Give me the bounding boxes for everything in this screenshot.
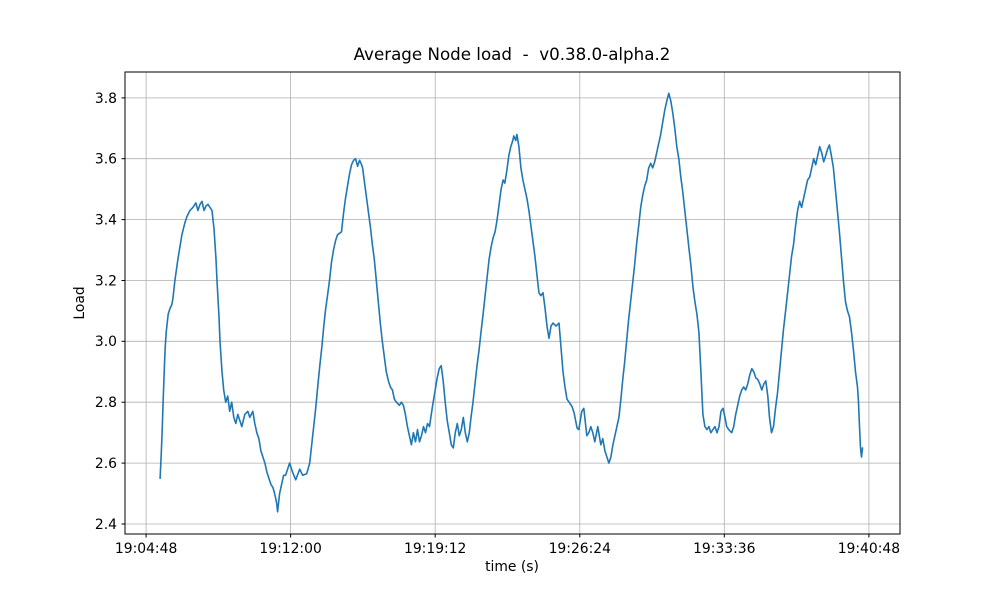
y-tick-labels: 2.4 2.6 2.8 3.0 3.2 3.4 3.6 3.8: [95, 91, 117, 533]
x-axis-ticks: [145, 534, 870, 538]
x-tick-label: 19:12:00: [259, 541, 321, 557]
grid-lines: [125, 72, 900, 534]
y-axis-ticks: [121, 97, 125, 525]
x-tick-label: 19:26:24: [549, 541, 612, 557]
x-tick-label: 19:33:36: [693, 541, 755, 557]
y-tick-label: 2.4: [95, 517, 117, 533]
x-tick-label: 19:19:12: [404, 541, 466, 557]
y-tick-label: 2.6: [95, 456, 117, 472]
y-axis-label: Load: [72, 286, 88, 319]
y-tick-label: 3.4: [95, 213, 117, 229]
y-tick-label: 3.6: [95, 152, 117, 168]
x-tick-label: 19:40:48: [838, 541, 900, 557]
y-tick-label: 2.8: [95, 395, 117, 411]
plot-border: [124, 71, 901, 535]
x-axis-label: time (s): [485, 559, 539, 575]
x-tick-label: 19:04:48: [115, 541, 177, 557]
chart-title: Average Node load - v0.38.0-alpha.2: [354, 44, 671, 64]
load-series-line: [159, 92, 864, 513]
y-tick-label: 3.2: [95, 273, 117, 289]
y-tick-label: 3.8: [95, 91, 117, 107]
x-tick-labels: 19:04:48 19:12:00 19:19:12 19:26:24 19:33:36…: [115, 541, 900, 557]
y-tick-label: 3.0: [95, 334, 117, 350]
